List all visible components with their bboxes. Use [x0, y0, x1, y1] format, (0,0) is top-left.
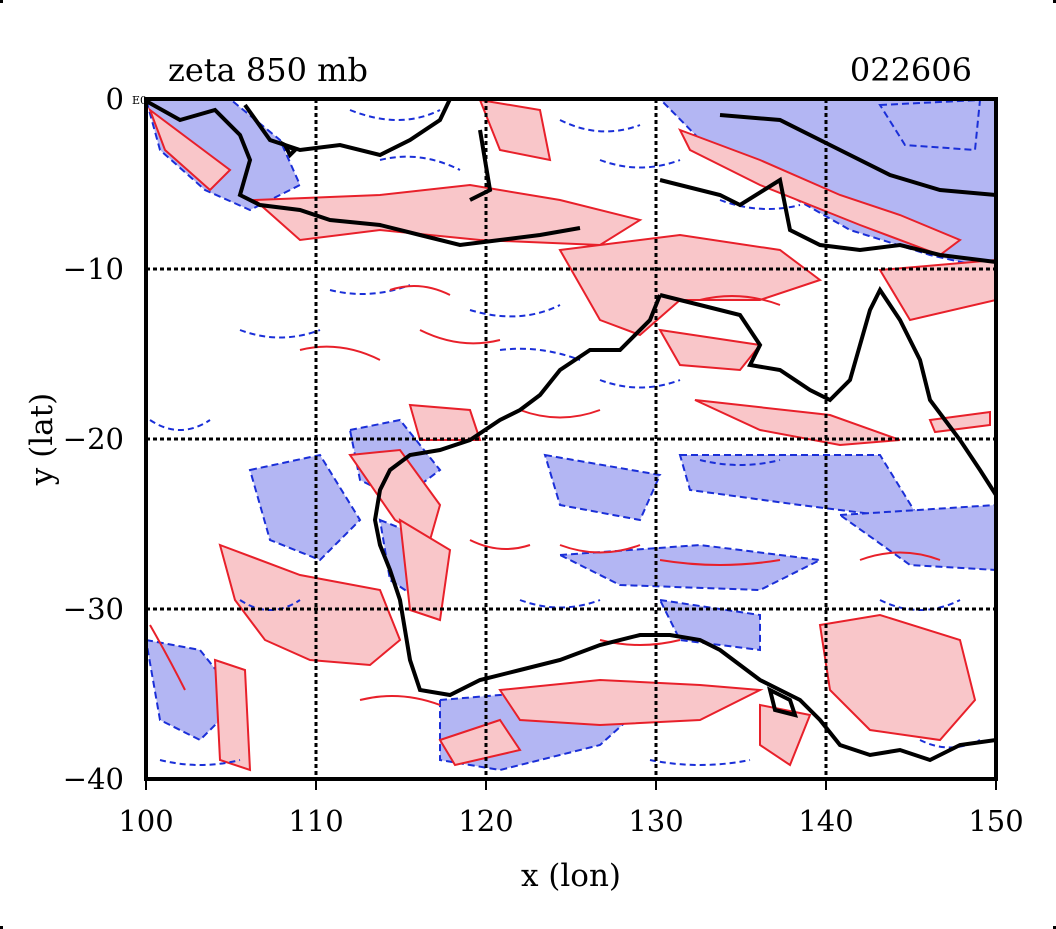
- y-tick-label: −20: [63, 422, 124, 456]
- x-axis-label: x (lon): [521, 858, 621, 894]
- y-tick-label: −30: [63, 592, 124, 626]
- small-contours: [149, 109, 981, 766]
- plot-frame: [144, 97, 998, 781]
- y-tick-label: −10: [63, 252, 124, 286]
- y-tick-label: −40: [63, 762, 124, 796]
- x-tick-label: 120: [458, 804, 513, 838]
- y-tick-label: 0: [106, 82, 124, 116]
- tick-marks: [145, 779, 997, 790]
- corner-mark-top-right: [1053, 0, 1056, 3]
- gridlines: [146, 99, 996, 779]
- chart-title: zeta 850 mb: [168, 51, 368, 89]
- corner-mark-bottom-right: [1053, 926, 1056, 929]
- x-tick-label: 110: [288, 804, 343, 838]
- y-axis-label: y (lat): [24, 393, 60, 486]
- positive-vorticity-regions: [147, 99, 996, 772]
- corner-mark-top-left: [0, 0, 3, 3]
- x-tick-labels: 100 110 120 130 140 150: [118, 804, 1023, 838]
- y-tick-labels: 0 −10 −20 −30 −40: [63, 82, 124, 796]
- x-tick-label: 130: [628, 804, 683, 838]
- x-tick-label: 140: [798, 804, 853, 838]
- corner-note: E0: [132, 94, 147, 107]
- map-plot-area: [146, 99, 996, 779]
- corner-mark-bottom-left: [0, 926, 3, 929]
- chart-date-label: 022606: [850, 51, 972, 89]
- x-tick-label: 100: [118, 804, 173, 838]
- x-tick-label: 150: [968, 804, 1023, 838]
